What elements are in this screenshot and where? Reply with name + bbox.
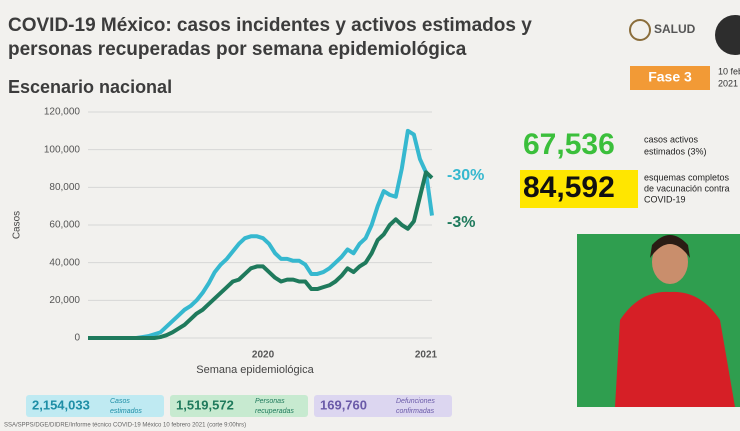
logo-text: SALUD [654,22,696,36]
summary-label: Personas [255,398,285,405]
y-tick-label: 20,000 [49,295,80,306]
y-axis-label: Casos [12,211,23,239]
y-tick-label: 60,000 [49,220,80,231]
summary-value: 2,154,033 [32,397,90,412]
summary-box [170,395,308,417]
summary-label: recuperadas [255,408,294,415]
summary-label: estimados [110,408,142,415]
summary-label: Casos [110,398,130,405]
y-tick-label: 100,000 [44,144,81,155]
subtitle: Escenario nacional [8,77,172,97]
date: 2021 [718,78,738,88]
phase-box [630,66,710,90]
annotation: -30% [447,167,484,184]
y-tick-label: 80,000 [49,182,80,193]
stat-label: COVID-19 [644,194,686,204]
phase: Fase 3 [648,69,692,85]
interpreter-hair [650,235,690,258]
line-series [88,170,434,340]
summary-label: confirmadas [396,408,435,415]
summary-box [26,395,164,417]
summary-label: Defunciones [396,398,435,405]
stat-label: casos activos [644,134,699,144]
badge [715,15,740,55]
title: COVID-19 México: casos incidentes y acti… [8,15,532,36]
stat-label: esquemas completos [644,172,730,182]
stat-label: estimados (3%) [644,146,707,156]
summary-value: 1,519,572 [176,397,234,412]
stat-box [520,170,638,208]
annotation: -3% [447,214,475,231]
stat-label: de vacunación contra [644,183,730,193]
y-tick-label: 40,000 [49,257,80,268]
y-tick-label: 120,000 [44,107,81,118]
x-axis-label: Semana epidemiológica [196,364,314,376]
title: personas recuperadas por semana epidemio… [8,39,467,60]
interpreter [615,291,735,407]
logo-emblem [629,19,651,41]
summary-value: 169,760 [320,397,367,412]
stat-value: 84,592 [523,171,615,204]
summary-box [314,395,452,417]
line-series [88,128,434,340]
y-tick-label: 0 [74,333,80,344]
x-tick-label: 2021 [415,350,438,361]
stat-value: 67,536 [523,128,615,161]
footer: SSA/SPPS/DGE/DIDRE/Informe técnico COVID… [4,423,246,429]
interpreter-head [652,240,688,284]
x-tick-label: 2020 [252,350,275,361]
date: 10 feb [718,66,740,76]
